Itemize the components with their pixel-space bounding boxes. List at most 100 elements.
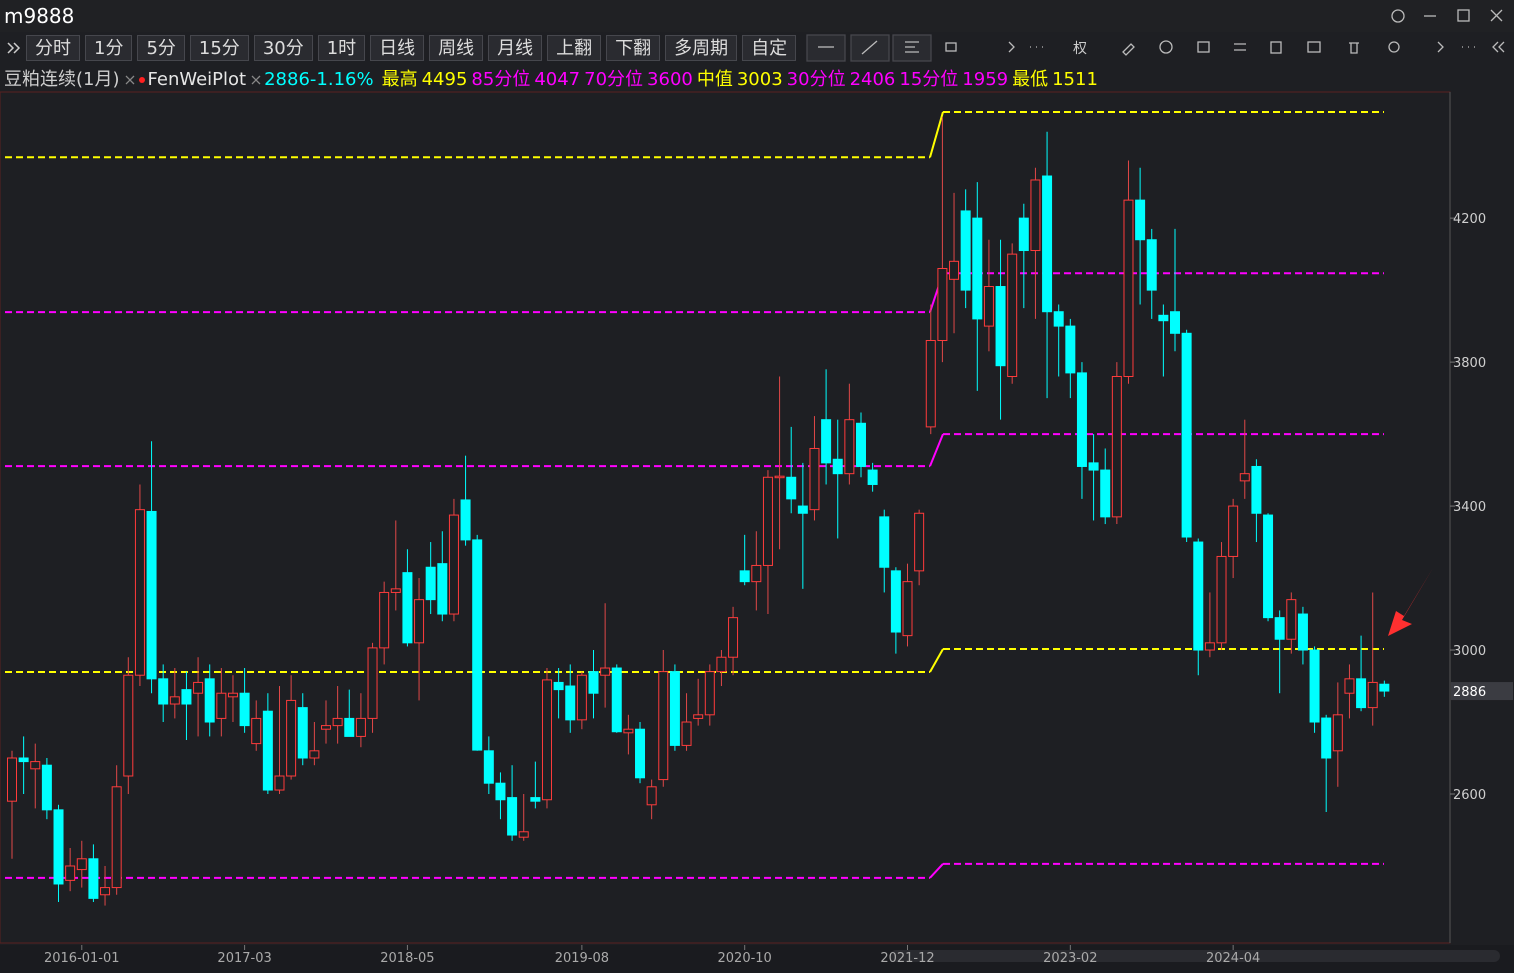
candle-body [65,865,76,881]
candle-body [309,750,320,759]
candle-body [204,678,215,723]
candle-body [1158,314,1169,322]
candle-body [274,775,285,791]
toolbar-button[interactable]: 1时 [317,35,366,61]
candle-body [693,714,704,719]
candle-body [1042,175,1053,313]
toolbar-button[interactable]: 月线 [488,35,543,61]
instrument-name: 豆粕连续(1月) [4,69,120,90]
candle-body [1007,253,1018,377]
candle-body [855,422,866,467]
candle-body [495,782,506,801]
scrollbar[interactable] [890,950,1500,962]
candle-body [111,786,122,889]
price-tag: 2886 [1453,685,1486,700]
toolbar: 分时 1分 5分 15分 30分 1时 日线 周线 月线 上翻 下翻 多周期 自定 [0,33,1514,63]
candle-body [635,728,646,779]
candle-body [739,570,750,583]
candle-body [844,419,855,475]
candle-body [41,764,52,811]
candle-body [821,419,832,464]
toolbar-button[interactable]: 5分 [137,35,185,61]
candle-body [972,217,983,320]
candle-body [321,725,332,730]
candle-body [890,570,901,633]
level-value: 3600 [647,69,693,90]
icon[interactable] [124,73,136,87]
candle-body [786,476,797,500]
candle-body [704,671,715,716]
candle-body [728,617,739,658]
candle-body [1181,332,1192,538]
candle-body [1111,375,1122,518]
toolbar-button[interactable]: 1分 [85,35,133,61]
level-value: 3003 [736,69,783,90]
level-label: 70分位 [584,69,644,90]
candle-body [1076,372,1087,467]
candle-body [460,499,471,541]
candle-body [1030,179,1041,252]
candle-body [146,510,157,680]
annotation-arrow [1388,568,1433,636]
candle-body [193,681,204,694]
level-value: 2406 [849,69,896,90]
candle-body [646,786,657,806]
candle-body [518,831,529,838]
rights-button[interactable]: 权 [1073,41,1087,57]
toolbar-button[interactable]: 分时 [26,35,80,61]
y-tick-label: 3000 [1453,644,1486,659]
level-label: 85分位 [471,69,531,90]
candle-body [1379,683,1390,692]
candle-body [227,692,238,698]
toolbar-button[interactable]: 多周期 [665,35,738,61]
candle-body [914,512,925,572]
candle-body [158,678,169,705]
toolbar-button[interactable]: 周线 [429,35,484,61]
expand-icon[interactable] [0,35,26,61]
change: -1.16% [309,69,374,90]
candle-body [100,887,111,896]
icon[interactable] [138,73,146,87]
toolbar-button[interactable]: 上翻 [547,35,602,61]
candle-body [332,717,343,727]
icon[interactable] [250,73,262,87]
candle-body [53,809,64,885]
symbol: m9888 [4,4,75,28]
toolbar-icons[interactable] [806,34,1505,62]
candle-body [1053,311,1064,327]
candle-body [937,268,948,342]
x-tick-label: 2021-12 [880,951,934,966]
toolbar-button[interactable]: 下翻 [606,35,661,61]
candle-body [1274,617,1285,640]
candle-body [483,750,494,784]
toolbar-button[interactable]: 自定 [742,35,797,61]
last-price: 2886 [264,69,310,90]
toolbar-button[interactable]: 日线 [370,35,425,61]
level-step [929,863,944,879]
candle-body [995,286,1006,367]
y-tick-label: 3800 [1453,356,1486,371]
y-tick-label: 3400 [1453,500,1486,515]
candle-body [949,260,960,280]
candle-body [1356,678,1367,709]
level-value: 4495 [421,69,468,90]
y-tick-label: 4200 [1453,212,1486,227]
toolbar-button[interactable]: 30分 [253,35,313,61]
candle-body [425,566,436,601]
candle-body [600,667,611,676]
candle-body [716,656,727,673]
toolbar-button[interactable]: 15分 [189,35,249,61]
candle-body [623,728,634,734]
candle-body [867,469,878,485]
candle-body [169,696,180,705]
candle-body [541,679,552,801]
candle-body [286,699,297,777]
candle-body [262,710,273,791]
candle-body [1286,599,1297,640]
window-controls[interactable] [1391,9,1503,23]
candle-body [1204,642,1215,651]
x-tick-label: 2024-04 [1206,951,1260,966]
candle-body [88,858,99,899]
candle-body [1344,678,1355,694]
